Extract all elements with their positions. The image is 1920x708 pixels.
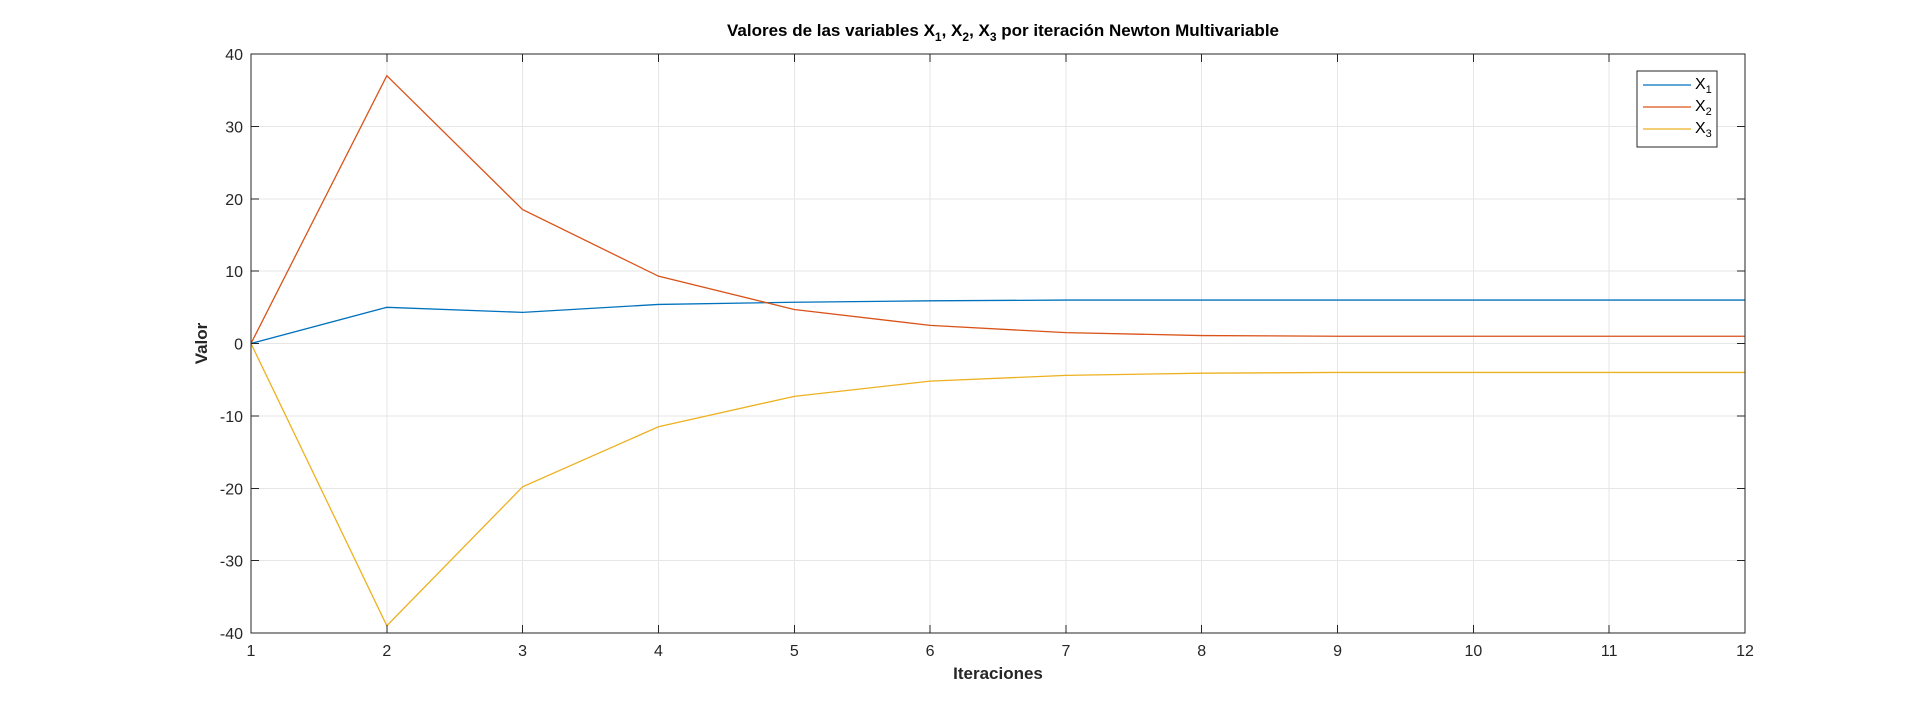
series-line-x3 — [250, 343, 1745, 627]
y-tick-label: -20 — [220, 481, 243, 498]
series-line-x1 — [250, 299, 1745, 345]
x-tick-label: 8 — [1197, 643, 1206, 660]
y-tick-label: -40 — [220, 626, 243, 643]
gridlines — [250, 53, 1746, 634]
legend-label-x3: X3 — [1695, 120, 1712, 140]
series-group — [250, 74, 1745, 627]
x-tick-label: 4 — [654, 643, 663, 660]
y-tick-label: -30 — [220, 554, 243, 571]
series-line-x2 — [250, 74, 1745, 344]
legend-label-x1: X1 — [1695, 76, 1712, 96]
chart-title: Valores de las variables X1, X2, X3 por … — [727, 21, 1279, 44]
y-tick-label: 0 — [234, 337, 243, 354]
x-tick-label: 3 — [518, 643, 527, 660]
y-tick-label: 30 — [225, 119, 243, 136]
x-tick-label: 11 — [1601, 643, 1618, 660]
y-tick-label: 20 — [225, 192, 243, 209]
legend-label-x2: X2 — [1695, 98, 1712, 118]
x-tick-label: 6 — [926, 643, 935, 660]
x-axis-label: Iteraciones — [953, 664, 1043, 683]
y-axis-label: Valor — [192, 322, 211, 364]
legend-box — [1636, 70, 1718, 148]
y-tick-label: -10 — [220, 409, 243, 426]
x-tick-label: 12 — [1736, 643, 1754, 660]
x-tick-label: 2 — [382, 643, 391, 660]
x-tick-label: 1 — [247, 643, 256, 660]
x-tick-label: 9 — [1333, 643, 1342, 660]
x-tick-label: 7 — [1061, 643, 1070, 660]
x-tick-label: 10 — [1464, 643, 1482, 660]
x-tick-label: 5 — [790, 643, 799, 660]
y-tick-label: 40 — [225, 47, 243, 64]
y-tick-label: 10 — [225, 264, 243, 281]
